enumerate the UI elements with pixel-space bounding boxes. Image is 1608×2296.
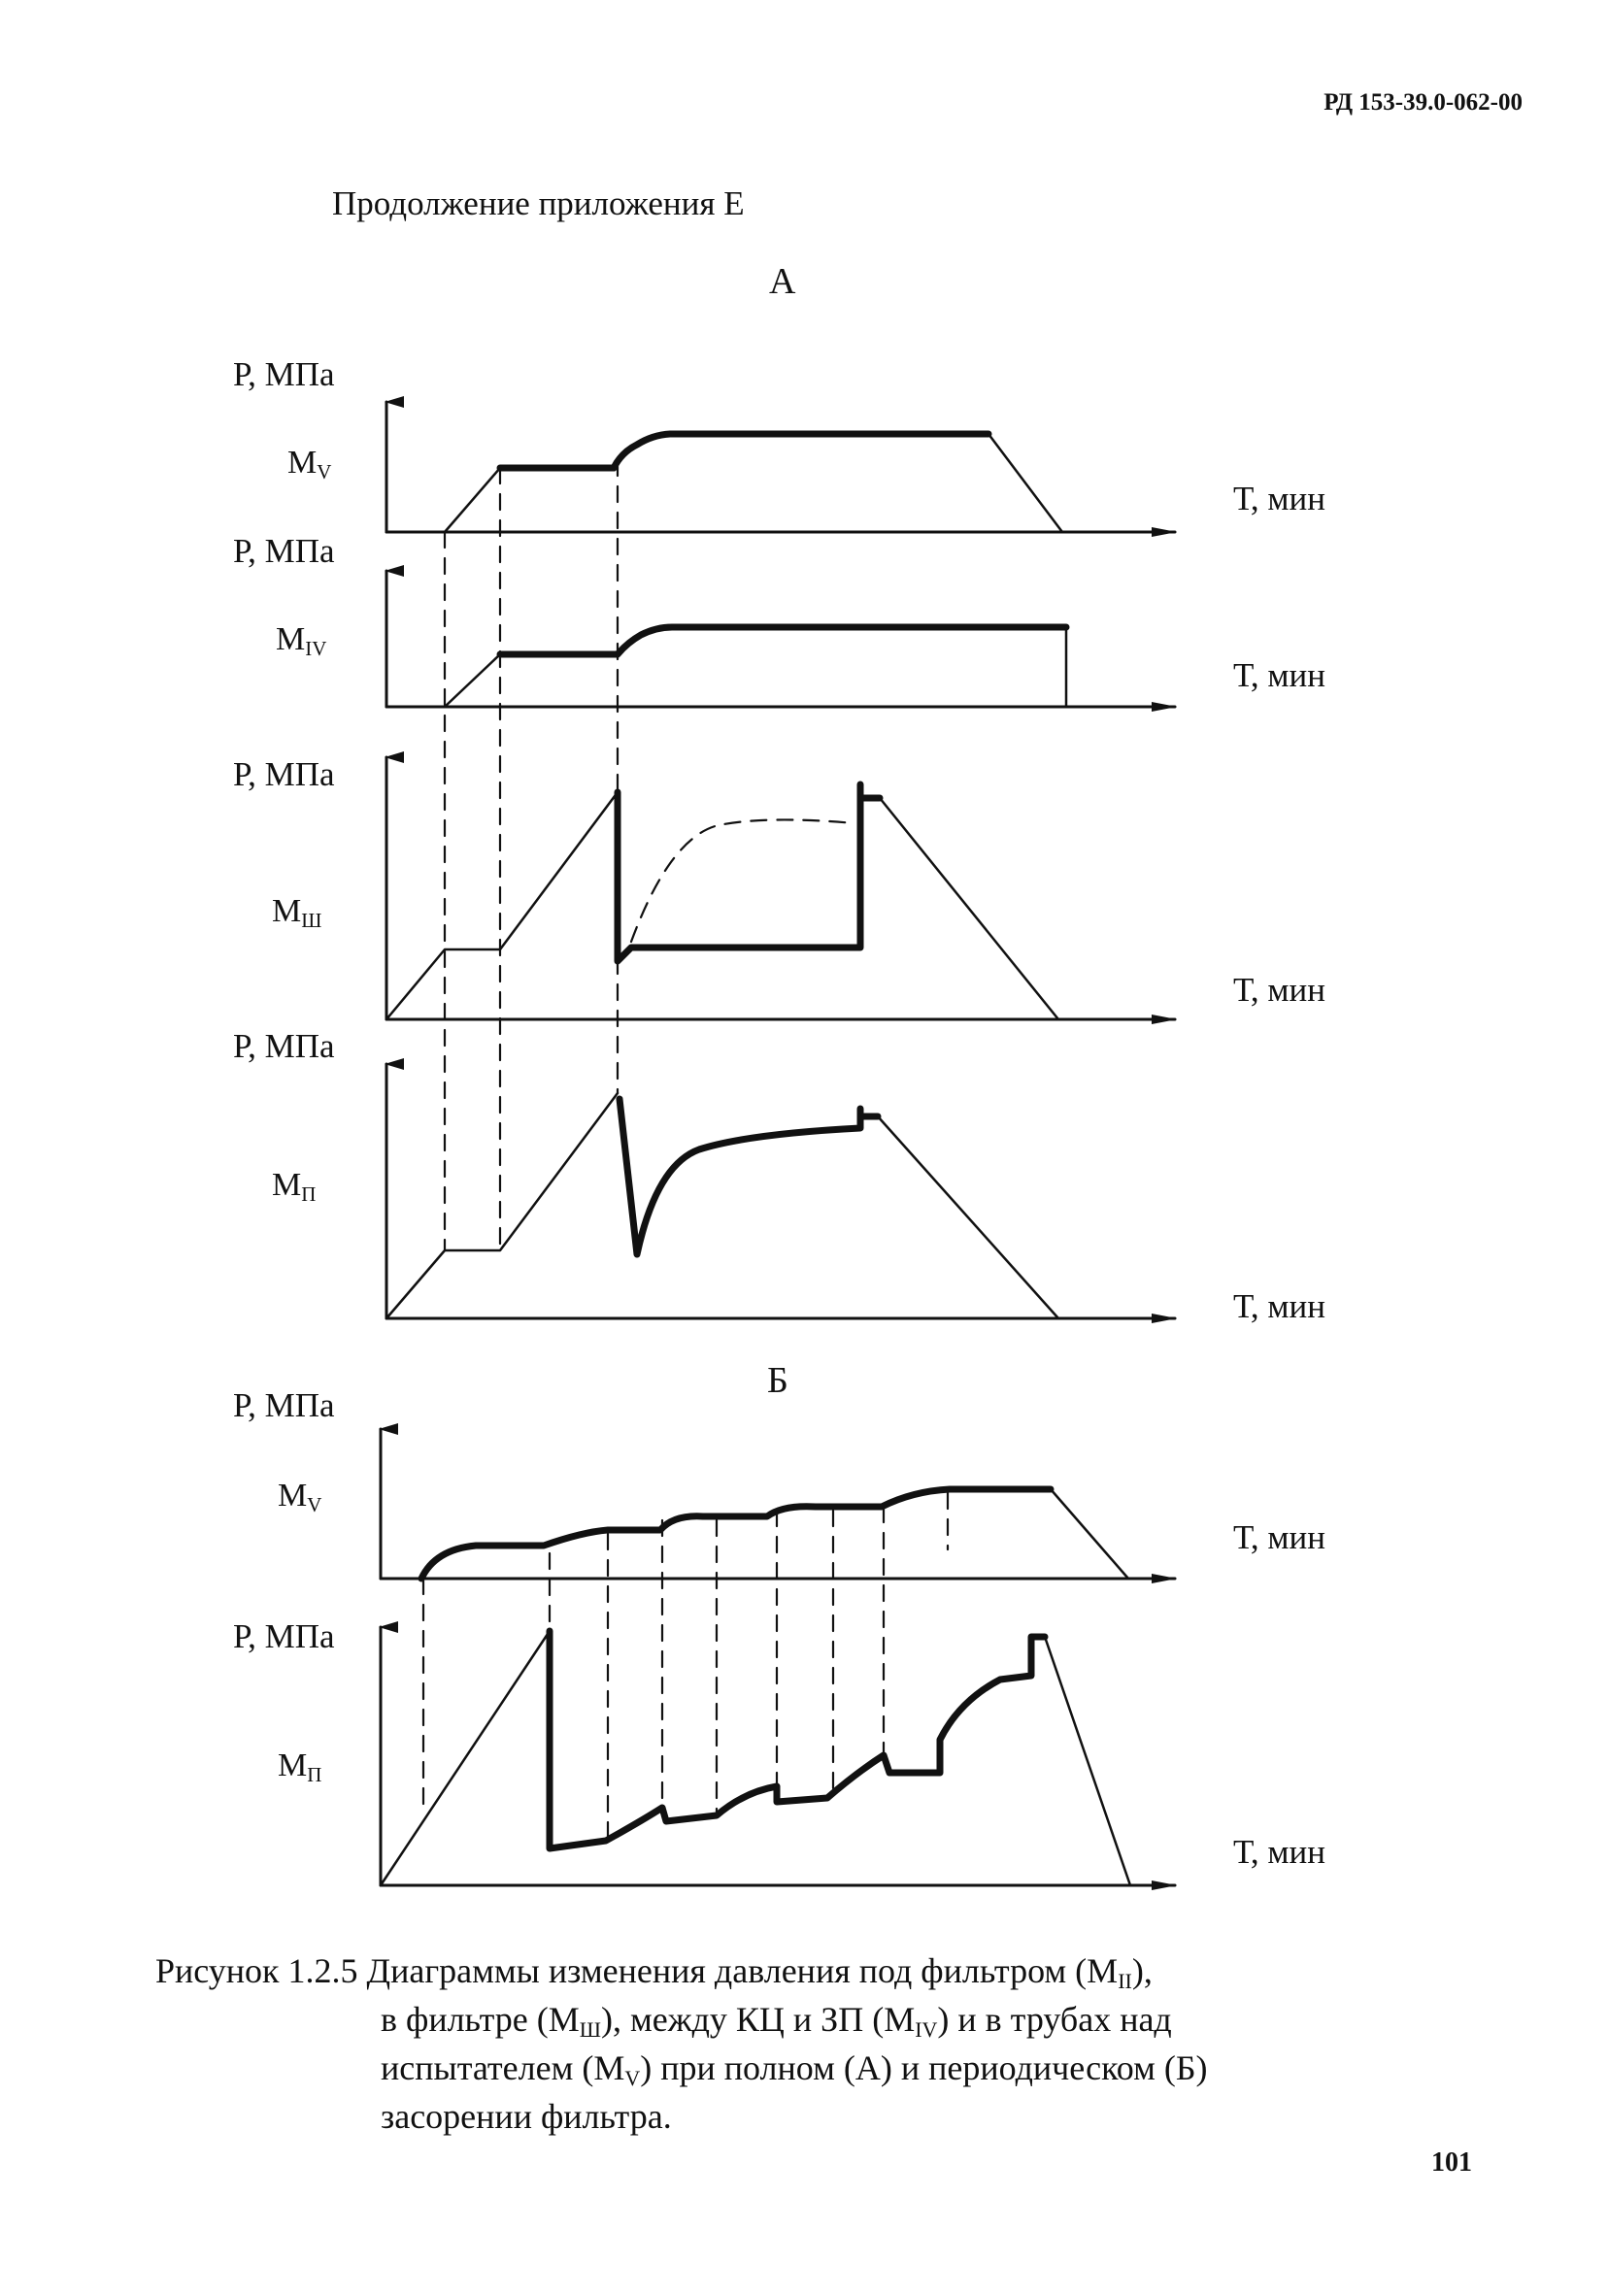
series-label-mp-a: MП (272, 1167, 317, 1206)
a1-mv-plateau (496, 430, 992, 472)
y-axis-label-a4: Р, МПа (233, 1027, 335, 1065)
guides-b (421, 1491, 950, 1843)
y-axis-label-a2: Р, МПа (233, 532, 335, 570)
caption-line-3: испытателем (МV) при полном (А) и период… (381, 2047, 1208, 2090)
a1-rise (443, 466, 502, 534)
y-axis-label-a3: Р, МПа (233, 755, 335, 793)
x-axis-label-b1: Т, мин (1233, 1518, 1325, 1556)
x-axis-label-a2: Т, мин (1233, 656, 1325, 694)
a2-m1v-plateau (496, 623, 1070, 658)
a3-rise (385, 790, 620, 1021)
y-axis-label-a1: Р, МПа (233, 355, 335, 393)
a4-rise (385, 1091, 620, 1320)
figure-caption: Рисунок 1.2.5 Диаграммы изменения давлен… (155, 1947, 1208, 2141)
series-label-msh: MШ (272, 893, 322, 932)
b2-mp-line (546, 1627, 1049, 1852)
a4-fall (876, 1115, 1060, 1320)
x-axis-label-a4: Т, мин (1233, 1287, 1325, 1325)
series-label-mv-a: MV (287, 445, 332, 483)
caption-line-1: Рисунок 1.2.5 Диаграммы изменения давлен… (155, 1951, 1153, 1993)
caption-line-4: засорении фильтра. (381, 2096, 672, 2136)
section-a-label: А (769, 261, 796, 302)
continuation-title: Продолжение приложения Е (332, 184, 745, 222)
guides-a (443, 458, 620, 1252)
b1-fall (1049, 1487, 1130, 1581)
plot-a1-mv (385, 396, 1177, 537)
plot-b1-mv (379, 1423, 1177, 1583)
x-axis-label-b2: Т, мин (1233, 1833, 1325, 1871)
a2-rise (443, 652, 502, 709)
plot-a3-msh (385, 751, 1177, 1024)
a3-msh-line (614, 781, 864, 965)
b1-mv-line (418, 1485, 1055, 1582)
b2-rise (379, 1629, 552, 1887)
section-b-label: Б (767, 1360, 788, 1401)
a3-dashed-curve (629, 818, 856, 944)
series-label-mv-b: MV (278, 1478, 322, 1516)
a3-fall (878, 796, 1060, 1021)
plot-b2-mp (379, 1621, 1177, 1890)
plot-a4-mp (385, 1058, 1177, 1323)
series-label-mp-b: MП (278, 1747, 322, 1786)
page-number: 101 (1431, 2147, 1472, 2178)
b2-fall (1043, 1635, 1132, 1887)
a1-fall (987, 432, 1064, 534)
a4-mp-curve (616, 1095, 864, 1258)
y-axis-label-b1: Р, МПа (233, 1386, 335, 1424)
x-axis-label-a1: Т, мин (1233, 480, 1325, 517)
y-axis-label-b2: Р, МПа (233, 1617, 335, 1655)
x-axis-label-a3: Т, мин (1233, 971, 1325, 1009)
series-label-m1v: MIV (276, 621, 327, 660)
document-code: РД 153-39.0-062-00 (1323, 89, 1523, 116)
caption-line-2: в фильтре (МШ), между КЦ и ЗП (МIV) и в … (381, 1999, 1172, 2042)
plot-a2-m1v (385, 565, 1177, 712)
